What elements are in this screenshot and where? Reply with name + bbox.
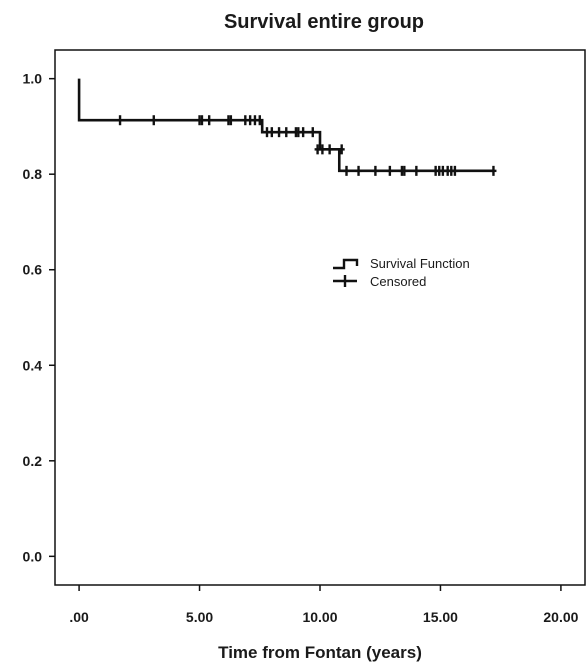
censored-marker <box>300 127 307 138</box>
y-tick-label: 0.2 <box>23 453 43 469</box>
x-tick-label: 15.00 <box>423 609 458 625</box>
legend-censored-symbol <box>333 275 357 287</box>
censored-marker <box>283 127 290 138</box>
chart-title: Survival entire group <box>224 11 424 33</box>
y-tick-label: 0.0 <box>23 548 43 564</box>
censored-marker <box>227 115 234 126</box>
censored-marker <box>276 127 283 138</box>
plot-frame <box>54 49 586 586</box>
censored-marker <box>309 127 316 138</box>
legend-survival-symbol <box>333 258 359 270</box>
legend-label-censored: Censored <box>370 274 426 289</box>
censored-marker <box>343 165 350 176</box>
y-tick-label: 1.0 <box>23 71 43 87</box>
censored-marker <box>372 165 379 176</box>
legend-label-survival: Survival Function <box>370 256 470 271</box>
censored-marker <box>319 144 326 155</box>
y-tick-label: 0.8 <box>23 166 43 182</box>
legend: Survival Function Censored <box>333 256 470 289</box>
x-axis-label: Time from Fontan (years) <box>218 643 422 662</box>
x-tick-label: 5.00 <box>186 609 213 625</box>
censored-marker <box>490 165 497 176</box>
survival-function-line <box>77 78 494 173</box>
censored-marker <box>198 115 205 126</box>
x-tick-label: 10.00 <box>302 609 337 625</box>
y-axis: 0.0 0.2 0.4 0.6 0.8 1.0 <box>23 71 55 564</box>
censor-markers <box>117 115 497 176</box>
series-layer <box>77 78 494 173</box>
y-tick-label: 0.4 <box>23 357 43 373</box>
censored-marker <box>451 165 458 176</box>
censored-marker <box>338 144 345 155</box>
censored-marker <box>413 165 420 176</box>
y-tick-label: 0.6 <box>23 262 43 278</box>
censored-marker <box>401 165 408 176</box>
censored-marker <box>386 165 393 176</box>
censored-marker <box>150 115 157 126</box>
censored-marker <box>256 115 263 126</box>
censored-marker <box>206 115 213 126</box>
censored-marker <box>117 115 124 126</box>
censored-marker <box>355 165 362 176</box>
x-tick-label: 20.00 <box>543 609 578 625</box>
censored-marker <box>268 127 275 138</box>
x-tick-label: .00 <box>69 609 89 625</box>
x-axis: .00 5.00 10.00 15.00 20.00 <box>69 585 579 625</box>
censored-marker <box>326 144 333 155</box>
